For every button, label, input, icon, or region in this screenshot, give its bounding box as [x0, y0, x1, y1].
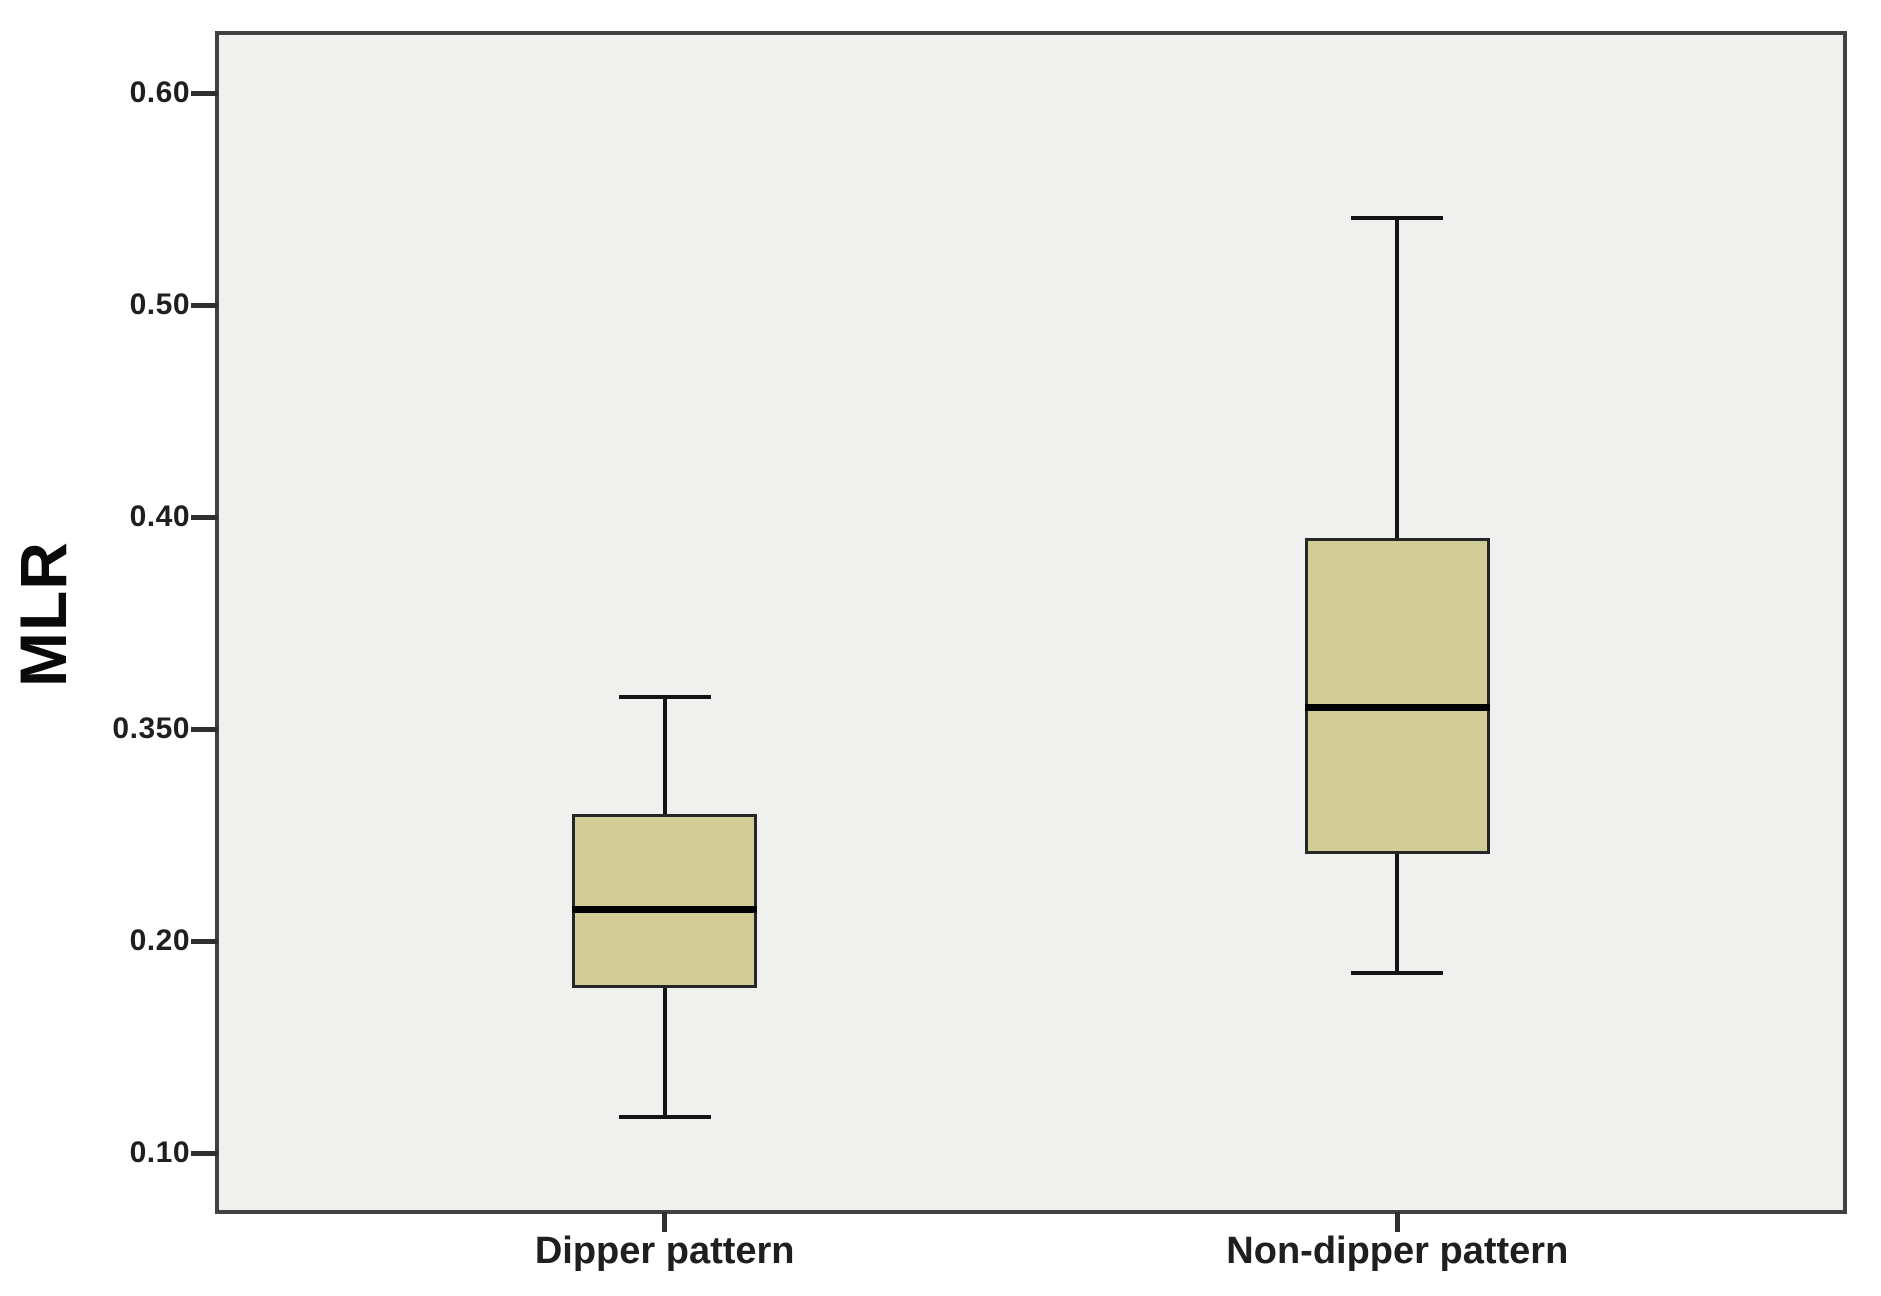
- whisker-lower-cap-dipper-pattern: [618, 1115, 711, 1119]
- x-tick-mark-dipper-pattern: [662, 1212, 668, 1232]
- y-tick-mark: [191, 938, 218, 944]
- plot-frame: [215, 31, 1847, 1214]
- y-tick-mark: [191, 90, 218, 96]
- x-tick-mark-non-dipper-pattern: [1394, 1212, 1400, 1232]
- x-category-label-non-dipper-pattern: Non-dipper pattern: [1226, 1230, 1569, 1272]
- whisker-lower-line-dipper-pattern: [662, 987, 667, 1117]
- y-tick-mark: [191, 514, 218, 520]
- y-tick-label: 0.20: [129, 924, 190, 958]
- y-tick-label: 0.10: [129, 1136, 190, 1169]
- whisker-upper-line-non-dipper-pattern: [1395, 218, 1400, 539]
- y-axis-title: MLR: [6, 541, 80, 687]
- y-tick-label: 0.50: [129, 288, 190, 322]
- whisker-upper-line-dipper-pattern: [662, 697, 667, 814]
- x-category-label-dipper-pattern: Dipper pattern: [534, 1230, 795, 1272]
- y-tick-label: 0.60: [129, 76, 190, 110]
- iqr-box-dipper-pattern: [572, 813, 758, 988]
- whisker-lower-cap-non-dipper-pattern: [1351, 970, 1444, 975]
- y-tick-mark: [191, 302, 218, 308]
- whisker-lower-line-non-dipper-pattern: [1395, 854, 1400, 973]
- y-tick-mark: [191, 726, 218, 732]
- y-tick-label: 0.350: [112, 712, 190, 746]
- y-tick-mark: [191, 1150, 218, 1156]
- plot-area: [217, 33, 1845, 1212]
- median-line-dipper-pattern: [572, 905, 758, 913]
- median-line-non-dipper-pattern: [1304, 704, 1490, 712]
- iqr-box-non-dipper-pattern: [1304, 538, 1490, 855]
- y-tick-label: 0.40: [129, 500, 190, 534]
